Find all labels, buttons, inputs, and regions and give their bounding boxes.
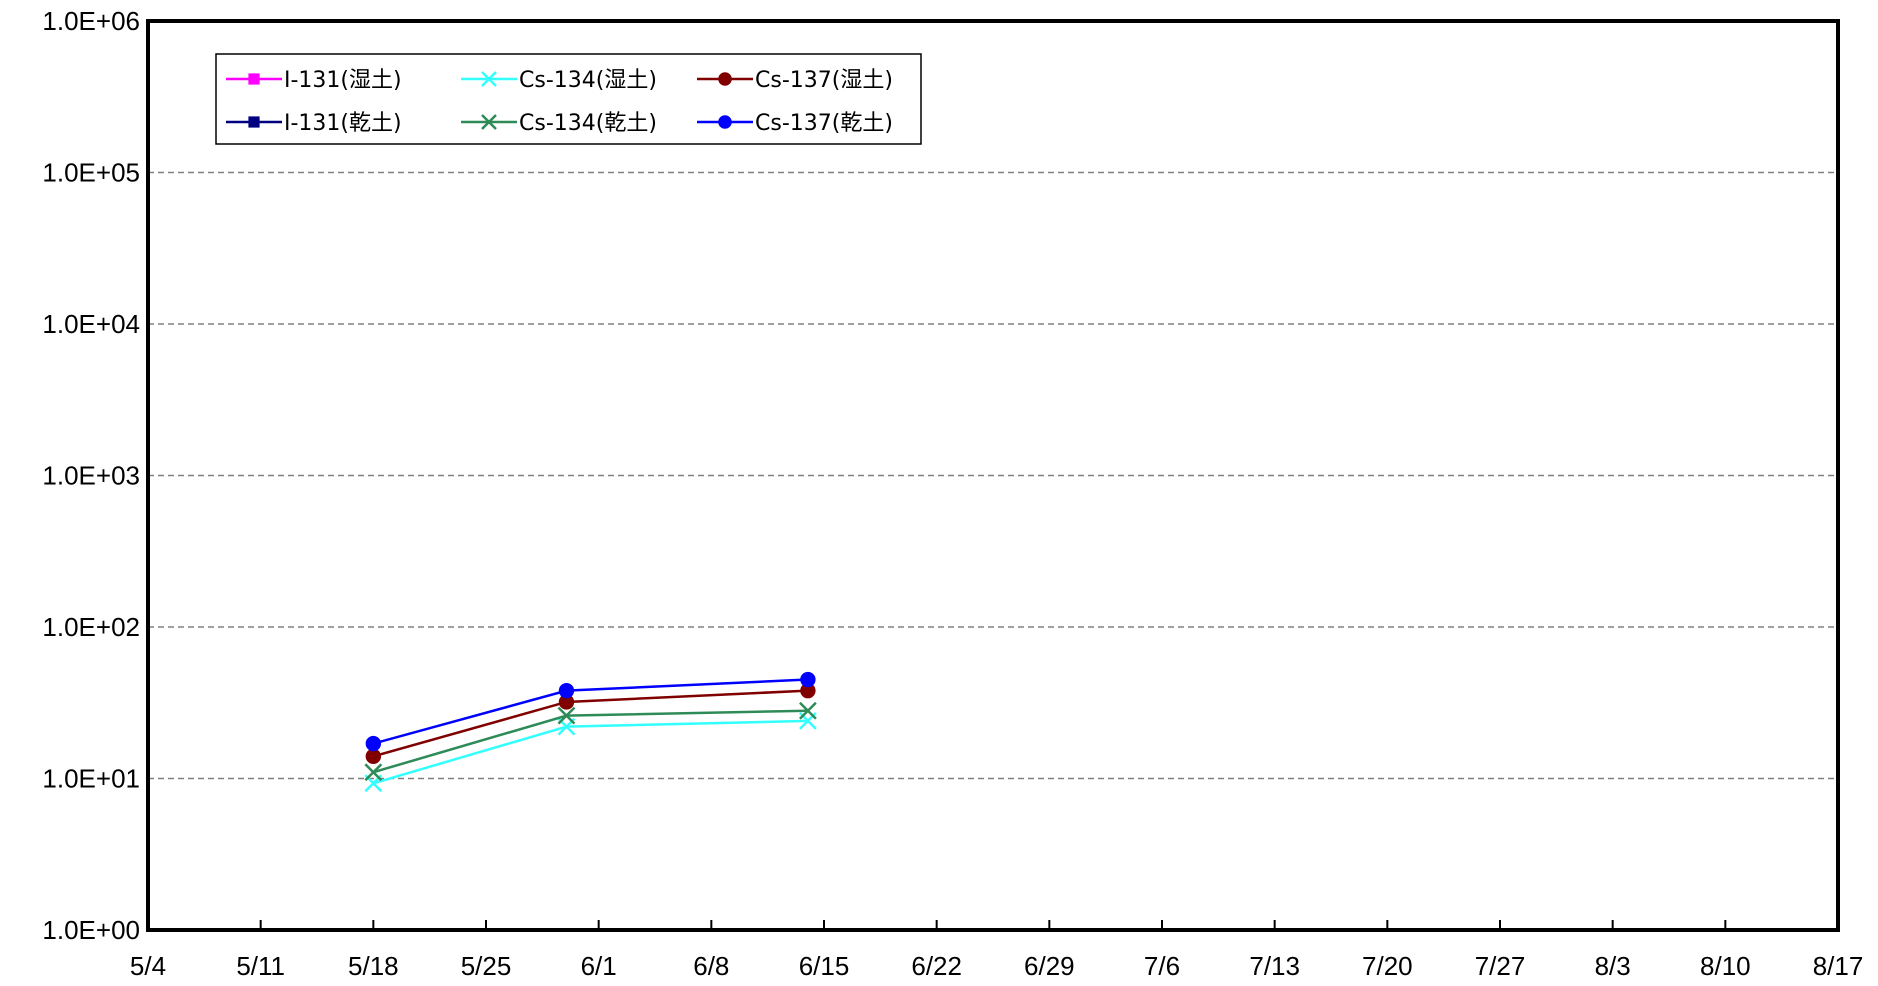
- legend: I-131(湿土) Cs-134(湿土) Cs-137(湿土) I-131(乾土) Cs…: [215, 53, 922, 145]
- x-tick-label: 5/18: [348, 951, 399, 981]
- data-point: [557, 706, 576, 725]
- y-axis: 1.0E+00 1.0E+01 1.0E+02 1.0E+03 1.0E+04 1.0E+…: [42, 6, 140, 945]
- data-point: [558, 682, 575, 699]
- x-tick-label: 5/4: [130, 951, 166, 981]
- data-point: [364, 763, 383, 782]
- x-tick-label: 5/25: [461, 951, 512, 981]
- x-tick-label: 6/1: [581, 951, 617, 981]
- legend-box: [215, 53, 922, 145]
- data-point: [365, 748, 382, 765]
- series-line: [364, 712, 817, 793]
- y-tick-label: 1.0E+00: [42, 915, 140, 945]
- x-tick-label: 8/17: [1813, 951, 1864, 981]
- x-tick-label: 8/10: [1700, 951, 1751, 981]
- legend-item: Cs-134(乾土): [461, 111, 657, 136]
- data-point: [248, 73, 260, 85]
- y-tick-label: 1.0E+01: [42, 764, 140, 794]
- y-tick-label: 1.0E+03: [42, 461, 140, 491]
- legend-item: Cs-134(湿土): [461, 68, 657, 93]
- x-tick-label: 6/8: [693, 951, 729, 981]
- data-point: [799, 701, 817, 720]
- series-layer: [364, 671, 817, 793]
- x-tick-label: 7/13: [1249, 951, 1300, 981]
- series-line: [365, 671, 816, 752]
- x-axis: 5/4 5/11 5/18 5/25 6/1 6/8 6/15 6/22 6/29 7/6 7/13…: [130, 920, 1863, 981]
- data-point: [481, 71, 497, 87]
- x-tick-label: 5/11: [236, 951, 285, 981]
- y-tick-label: 1.0E+02: [42, 612, 140, 642]
- plot-area: [146, 19, 1840, 932]
- data-point: [365, 735, 382, 752]
- data-point: [718, 72, 732, 86]
- data-point: [718, 115, 732, 129]
- x-tick-label: 7/27: [1475, 951, 1526, 981]
- x-tick-label: 7/20: [1362, 951, 1413, 981]
- x-tick-label: 6/29: [1024, 951, 1075, 981]
- data-point: [481, 114, 497, 130]
- x-tick-label: 6/22: [911, 951, 962, 981]
- data-point: [248, 116, 260, 128]
- legend-label: I-131(湿土): [284, 68, 402, 93]
- data-point: [800, 671, 816, 688]
- legend-label: Cs-134(乾土): [519, 111, 657, 136]
- legend-item: I-131(湿土): [226, 68, 402, 93]
- legend-item: Cs-137(湿土): [697, 68, 893, 93]
- legend-label: I-131(乾土): [284, 111, 402, 136]
- legend-label: Cs-137(湿土): [755, 68, 893, 93]
- legend-item: Cs-137(乾土): [697, 111, 893, 136]
- y-tick-label: 1.0E+06: [42, 6, 140, 36]
- series-line: [365, 682, 816, 765]
- y-tick-label: 1.0E+05: [42, 158, 140, 188]
- series-line: [364, 701, 817, 782]
- legend-item: I-131(乾土): [226, 111, 402, 136]
- legend-label: Cs-137(乾土): [755, 111, 893, 136]
- y-tick-label: 1.0E+04: [42, 309, 140, 339]
- legend-label: Cs-134(湿土): [519, 68, 657, 93]
- x-tick-label: 7/6: [1144, 951, 1180, 981]
- x-tick-label: 8/3: [1595, 951, 1631, 981]
- grid-lines: [148, 171, 1838, 780]
- x-tick-label: 6/15: [799, 951, 850, 981]
